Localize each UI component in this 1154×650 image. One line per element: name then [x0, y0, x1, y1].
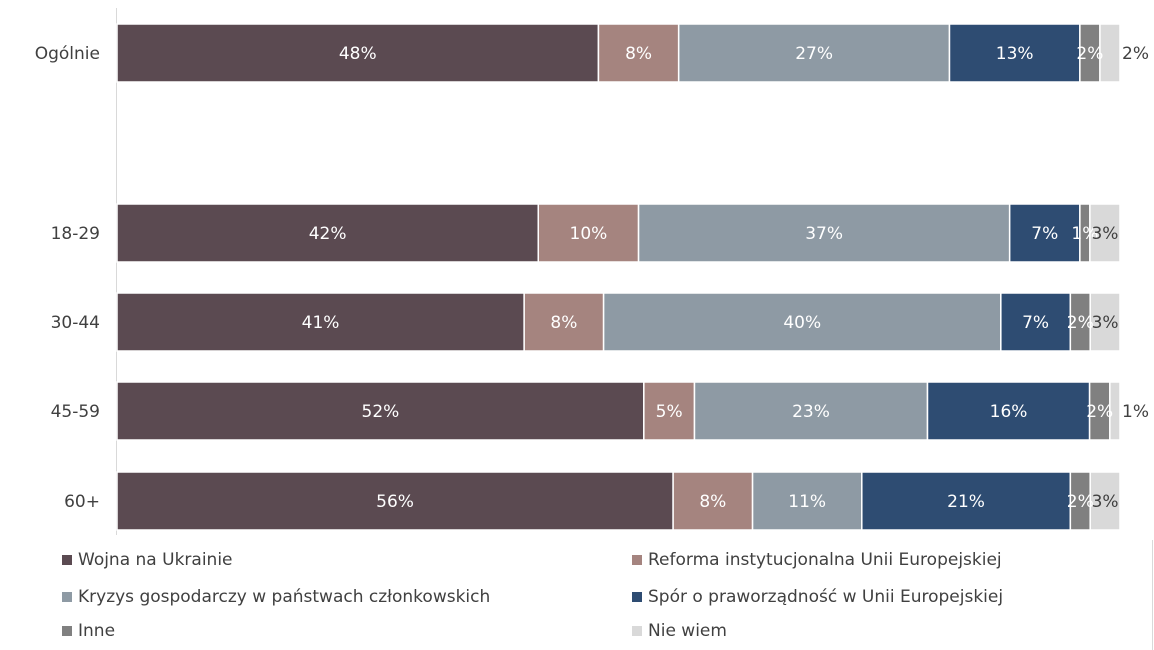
bar-segment: [1008, 203, 1081, 263]
legend-swatch: [62, 555, 72, 565]
legend-label: Nie wiem: [648, 621, 727, 641]
data-label: 23%: [792, 402, 830, 422]
bar-segment: [948, 23, 1081, 83]
bar-segment: [693, 381, 929, 441]
data-label: 37%: [805, 224, 843, 244]
legend-item: Inne: [62, 621, 115, 641]
category-label: 30-44: [51, 313, 100, 333]
stacked-bar-chart: Ogólnie 18-29 30-44 45-59 60+ 48% 8% 27% 13% 2% 2…: [35, 8, 1149, 535]
bar-segment: [537, 203, 640, 263]
data-label: 40%: [783, 313, 821, 333]
bar-segment: [116, 471, 674, 531]
data-label: 7%: [1031, 224, 1058, 244]
legend-item: Reforma instytucjonalna Unii Europejskie…: [632, 550, 1002, 570]
data-label: 8%: [699, 492, 726, 512]
category-label: Ogólnie: [35, 44, 100, 64]
data-label: 10%: [570, 224, 608, 244]
bar-segment: [1089, 203, 1121, 263]
data-label: 48%: [339, 44, 377, 64]
data-label: 7%: [1022, 313, 1049, 333]
data-label: 8%: [625, 44, 652, 64]
bar-segment: [1089, 471, 1121, 531]
data-label: 41%: [302, 313, 340, 333]
data-label: 52%: [362, 402, 400, 422]
legend-swatch: [632, 555, 642, 565]
data-label: 27%: [795, 44, 833, 64]
bar-segment: [926, 381, 1091, 441]
data-label: 11%: [788, 492, 826, 512]
data-label: 3%: [1092, 313, 1119, 333]
legend-item: Spór o praworządność w Unii Europejskiej: [632, 587, 1003, 607]
legend-swatch: [62, 626, 72, 636]
bar-segment: [677, 23, 951, 83]
bar-segment: [1099, 23, 1121, 83]
category-label: 60+: [64, 492, 100, 512]
data-label: 13%: [996, 44, 1034, 64]
bar-segment: [1089, 292, 1121, 352]
legend-item: Wojna na Ukrainie: [62, 550, 233, 570]
bar-segment: [116, 23, 600, 83]
data-label: 3%: [1092, 492, 1119, 512]
bar-segment: [116, 292, 525, 352]
data-label: 8%: [550, 313, 577, 333]
legend-swatch: [632, 592, 642, 602]
data-label: 42%: [309, 224, 347, 244]
legend-label: Inne: [78, 621, 116, 641]
bars: [116, 23, 1121, 531]
data-label: 5%: [656, 402, 683, 422]
bar-segment: [643, 381, 696, 441]
data-label: 21%: [947, 492, 985, 512]
legend-label: Kryzys gospodarczy w państwach członkows…: [78, 587, 491, 607]
bar-segment: [672, 471, 754, 531]
bar-segment: [751, 471, 863, 531]
category-label: 45-59: [51, 402, 100, 422]
bar-segment: [523, 292, 605, 352]
data-label: 1%: [1071, 224, 1098, 244]
data-label: 16%: [990, 402, 1028, 422]
legend-item: Nie wiem: [632, 621, 727, 641]
legend-swatch: [62, 592, 72, 602]
bar-segment: [116, 203, 540, 263]
bar-segment: [597, 23, 680, 83]
legend-label: Reforma instytucjonalna Unii Europejskie…: [648, 550, 1002, 570]
data-labels: 48% 8% 27% 13% 2% 2%42% 10% 37% 7% 1%3%41% 8% 40% 7%…: [302, 44, 1149, 512]
data-label: 2%: [1122, 44, 1149, 64]
frame-edge: [1152, 540, 1153, 650]
data-label: 1%: [1122, 402, 1149, 422]
bar-segment: [1109, 381, 1121, 441]
data-label: 2%: [1067, 492, 1094, 512]
data-label: 3%: [1091, 224, 1118, 244]
data-label: 2%: [1067, 313, 1094, 333]
legend-item: Kryzys gospodarczy w państwach członkows…: [62, 587, 490, 607]
legend-label: Spór o praworządność w Unii Europejskiej: [648, 587, 1004, 607]
data-label: 2%: [1086, 402, 1113, 422]
data-label: 56%: [376, 492, 414, 512]
category-labels: Ogólnie 18-29 30-44 45-59 60+: [35, 44, 100, 512]
legend-swatch: [632, 626, 642, 636]
legend-label: Wojna na Ukrainie: [78, 550, 233, 570]
category-label: 18-29: [51, 224, 100, 244]
data-label: 2%: [1076, 44, 1103, 64]
